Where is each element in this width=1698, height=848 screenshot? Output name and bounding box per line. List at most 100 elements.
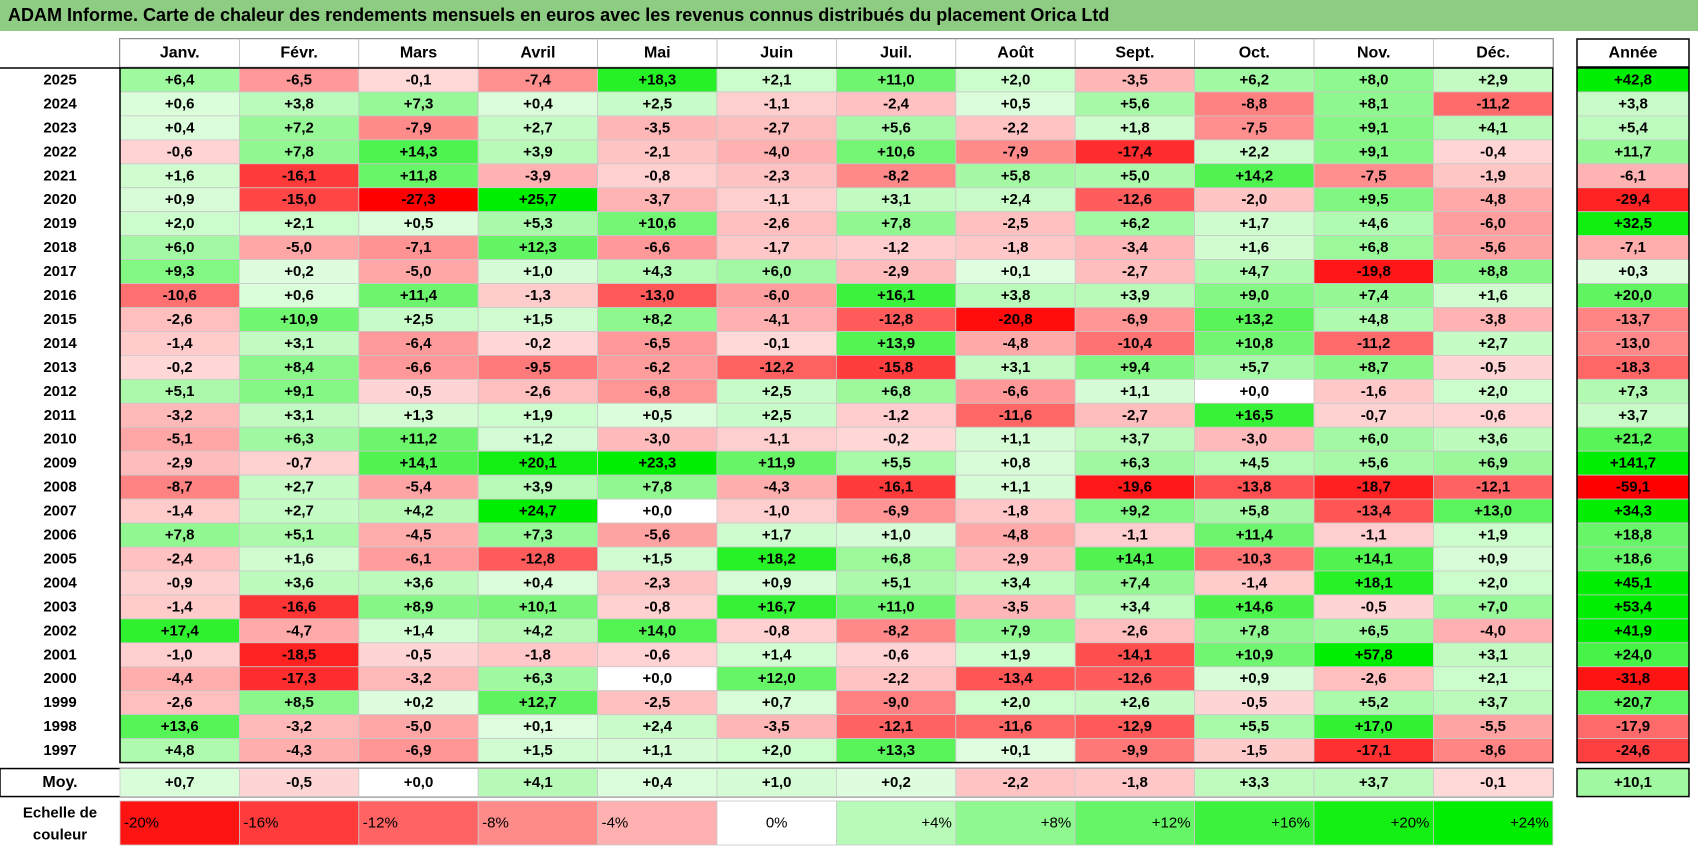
year-label-2001: 2001	[43, 646, 76, 663]
cell-value: -2,7	[1122, 263, 1148, 280]
cell-value: -20,8	[998, 311, 1032, 328]
cell-value: -14,1	[1118, 646, 1152, 663]
cell-value: -0,4	[1480, 143, 1507, 160]
month-header-11: Nov.	[1357, 45, 1390, 62]
cell-value: +3,6	[404, 574, 434, 591]
scale-label: 0%	[766, 815, 788, 832]
cell-value: +2,5	[762, 407, 792, 424]
cell-value: -18,7	[1357, 479, 1391, 496]
cell-value: -1,8	[1003, 239, 1029, 256]
cell-value: +10,1	[519, 598, 557, 615]
cell-value: +11,0	[878, 71, 915, 88]
cell-value: -0,6	[1480, 407, 1506, 424]
year-label-2018: 2018	[43, 239, 76, 256]
cell-value: +11,2	[400, 431, 437, 448]
cell-value: -4,1	[764, 311, 790, 328]
cell-value: +5,1	[881, 574, 911, 591]
cell-value: -4,8	[1003, 527, 1029, 544]
cell-value: -13,4	[998, 670, 1033, 687]
cell-value: +2,0	[1478, 383, 1508, 400]
cell-value: +8,0	[1359, 71, 1389, 88]
cell-value: +7,8	[165, 527, 195, 544]
cell-value: +4,6	[1359, 215, 1389, 232]
cell-value: +4,1	[1478, 119, 1508, 136]
cell-value: +24,7	[519, 503, 557, 520]
average-value: -0,5	[286, 774, 312, 791]
cell-value: -4,8	[1003, 335, 1029, 352]
average-value: -0,1	[1480, 774, 1506, 791]
cell-value: +6,8	[1359, 239, 1389, 256]
cell-value: -3,5	[764, 718, 790, 735]
cell-value: +1,4	[404, 622, 434, 639]
cell-value: -5,4	[406, 479, 433, 496]
cell-value: -0,8	[644, 598, 670, 615]
cell-value: +5,2	[1359, 694, 1389, 711]
cell-value: -10,3	[1237, 550, 1271, 567]
cell-value: +0,5	[642, 407, 672, 424]
cell-value: -11,2	[1357, 335, 1390, 352]
cell-value: -6,5	[644, 335, 670, 352]
cell-value: +5,5	[881, 455, 911, 472]
cell-value: -3,9	[525, 167, 551, 184]
year-label-2009: 2009	[43, 455, 76, 472]
cell-value: -1,1	[1361, 527, 1387, 544]
month-header-2: Févr.	[280, 45, 317, 62]
cell-value: +13,9	[877, 335, 915, 352]
annual-value: +3,7	[1618, 407, 1648, 424]
cell-value: -1,1	[764, 191, 790, 208]
cell-value: +9,2	[1120, 503, 1150, 520]
cell-value: -0,5	[1480, 359, 1506, 376]
average-value: +0,2	[881, 774, 911, 791]
cell-value: +6,3	[523, 670, 553, 687]
year-label-2021: 2021	[43, 167, 76, 184]
scale-label: -20%	[124, 815, 159, 832]
cell-value: +3,9	[1120, 287, 1150, 304]
scale-swatch	[119, 800, 240, 846]
cell-value: +0,0	[1239, 383, 1269, 400]
scale-label: +24%	[1510, 815, 1549, 832]
cell-value: -10,4	[1118, 335, 1153, 352]
average-cell	[1313, 768, 1434, 797]
cell-value: -2,6	[764, 215, 790, 232]
cell-value: -6,8	[644, 383, 670, 400]
year-label-2007: 2007	[43, 503, 76, 520]
year-label-2011: 2011	[44, 407, 77, 424]
scale-swatch	[836, 800, 957, 846]
cell-value: +1,7	[762, 527, 792, 544]
cell-value: -3,5	[1122, 71, 1148, 88]
cell-value: -5,1	[167, 431, 193, 448]
cell-value: -3,2	[406, 670, 432, 687]
annual-value: -13,7	[1616, 311, 1650, 328]
cell-value: +3,1	[881, 191, 911, 208]
cell-value: -2,7	[764, 119, 790, 136]
cell-value: +3,1	[284, 407, 314, 424]
cell-value: -0,5	[1361, 598, 1387, 615]
cell-value: -8,2	[883, 167, 909, 184]
cell-value: -7,9	[406, 119, 432, 136]
cell-value: -1,4	[1241, 574, 1268, 591]
cell-value: -17,1	[1357, 742, 1391, 759]
cell-value: +5,6	[1359, 455, 1389, 472]
cell-value: -12,6	[1118, 191, 1152, 208]
cell-value: +14,3	[400, 143, 438, 160]
cell-value: -12,9	[1118, 718, 1152, 735]
month-header-4: Avril	[520, 45, 555, 62]
scale-label: +16%	[1271, 815, 1310, 832]
cell-value: -2,9	[1003, 550, 1029, 567]
cell-value: +7,3	[404, 95, 434, 112]
annual-value: -59,1	[1616, 479, 1650, 496]
cell-value: +5,8	[1001, 167, 1031, 184]
cell-value: -0,7	[1361, 407, 1387, 424]
cell-value: -1,4	[167, 503, 194, 520]
cell-value: +0,4	[523, 95, 553, 112]
cell-value: -1,2	[883, 407, 909, 424]
year-label-2020: 2020	[43, 191, 76, 208]
scale-label: +20%	[1391, 815, 1430, 832]
cell-value: +7,8	[881, 215, 911, 232]
cell-value: +1,6	[1478, 287, 1508, 304]
cell-value: -9,9	[1122, 742, 1148, 759]
cell-value: +0,9	[762, 574, 792, 591]
cell-value: +16,1	[877, 287, 915, 304]
cell-value: +8,9	[404, 598, 434, 615]
cell-value: +1,9	[523, 407, 553, 424]
